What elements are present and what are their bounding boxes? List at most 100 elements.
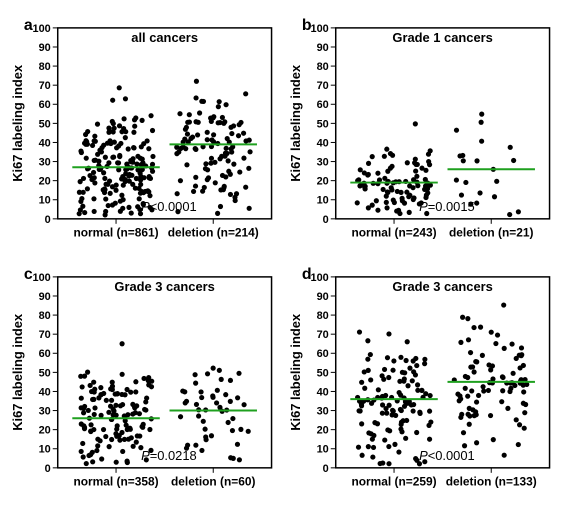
data-point	[143, 407, 148, 412]
svg-text:40: 40	[316, 137, 328, 149]
data-point	[114, 426, 119, 431]
data-point	[111, 406, 116, 411]
panel-title: Grade 3 cancers	[114, 278, 214, 293]
data-point	[228, 125, 233, 130]
data-point	[401, 201, 406, 206]
data-point	[518, 345, 523, 350]
data-point	[89, 177, 94, 182]
data-point	[236, 133, 241, 138]
data-point	[374, 421, 379, 426]
data-point	[398, 426, 403, 431]
data-point	[490, 376, 495, 381]
data-point	[403, 358, 408, 363]
group-label: normal (n=358)	[73, 474, 158, 488]
data-point	[184, 125, 189, 130]
data-point	[80, 384, 85, 389]
data-point	[205, 371, 210, 376]
data-point	[107, 444, 112, 449]
data-point	[106, 409, 111, 414]
group-label: deletion (n=60)	[171, 474, 255, 488]
panel-letter: a	[24, 17, 33, 34]
group-label: normal (n=861)	[73, 226, 158, 240]
data-point	[184, 398, 189, 403]
data-point	[457, 393, 462, 398]
data-point	[115, 160, 120, 165]
data-point	[466, 405, 471, 410]
data-point	[521, 425, 526, 430]
p-value: P<0.0001	[419, 448, 475, 463]
y-axis-label: Ki67 labeling index	[10, 313, 25, 431]
data-point	[412, 121, 417, 126]
panel-letter: c	[24, 266, 33, 283]
data-point	[134, 176, 139, 181]
data-point	[375, 171, 380, 176]
data-point	[246, 166, 251, 171]
data-point	[474, 158, 479, 163]
data-point	[138, 156, 143, 161]
svg-text:20: 20	[316, 424, 328, 436]
data-point	[390, 408, 395, 413]
data-point	[509, 341, 514, 346]
data-point	[397, 211, 402, 216]
data-point	[243, 91, 248, 96]
data-point	[216, 120, 221, 125]
data-point	[122, 116, 127, 121]
data-point	[462, 385, 467, 390]
data-point	[460, 314, 465, 319]
data-point	[222, 119, 227, 124]
data-point	[194, 79, 199, 84]
data-point	[203, 161, 208, 166]
data-point	[390, 197, 395, 202]
data-point	[112, 126, 117, 131]
data-point	[486, 362, 491, 367]
data-point	[213, 180, 218, 185]
data-point	[195, 132, 200, 137]
data-point	[147, 174, 152, 179]
panel-c: 0102030405060708090100normal (n=358)dele…	[8, 257, 282, 502]
svg-text:0: 0	[322, 214, 328, 226]
data-point	[131, 130, 136, 135]
data-point	[470, 364, 475, 369]
data-point	[149, 384, 154, 389]
data-point	[193, 147, 198, 152]
data-point	[241, 156, 246, 161]
data-point	[205, 177, 210, 182]
data-point	[91, 170, 96, 175]
data-point	[78, 207, 83, 212]
panel-title: Grade 1 cancers	[392, 30, 492, 45]
data-point	[426, 162, 431, 167]
data-point	[203, 434, 208, 439]
data-point	[234, 191, 239, 196]
panel-b: 0102030405060708090100normal (n=243)dele…	[286, 8, 560, 253]
data-point	[474, 201, 479, 206]
svg-text:0: 0	[322, 462, 328, 474]
y-axis-label: Ki67 labeling index	[287, 313, 302, 431]
data-point	[109, 397, 114, 402]
data-point	[379, 410, 384, 415]
data-point	[216, 104, 221, 109]
data-point	[128, 159, 133, 164]
data-point	[382, 176, 387, 181]
svg-text:40: 40	[316, 386, 328, 398]
data-point	[385, 169, 390, 174]
data-point	[487, 413, 492, 418]
data-point	[359, 379, 364, 384]
data-point	[95, 436, 100, 441]
data-point	[110, 119, 115, 124]
data-point	[247, 206, 252, 211]
data-point	[235, 395, 240, 400]
data-point	[211, 365, 216, 370]
data-point	[397, 378, 402, 383]
panel-letter: b	[301, 17, 311, 34]
data-point	[373, 198, 378, 203]
data-point	[177, 111, 182, 116]
data-point	[242, 402, 247, 407]
data-point	[226, 158, 231, 163]
data-point	[399, 369, 404, 374]
data-point	[392, 441, 397, 446]
data-point	[145, 138, 150, 143]
data-point	[238, 120, 243, 125]
svg-text:90: 90	[316, 291, 328, 303]
data-point	[236, 370, 241, 375]
data-point	[410, 408, 415, 413]
